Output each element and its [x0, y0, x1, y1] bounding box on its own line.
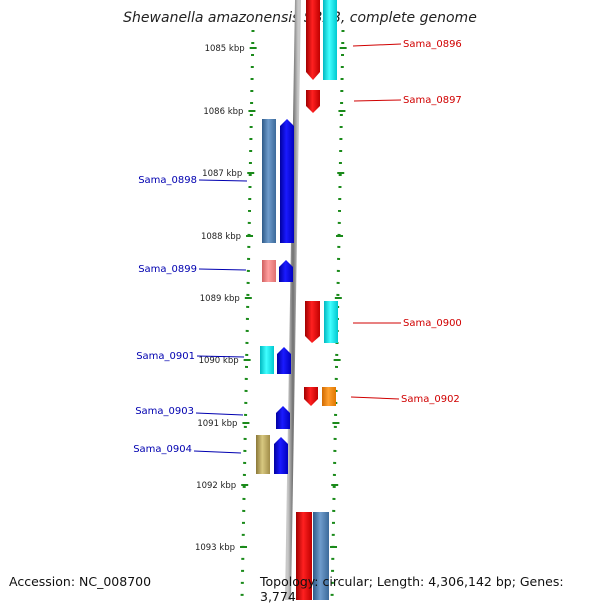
ruler-label: 1093 kbp: [195, 543, 235, 553]
feature-Sama_0899[interactable]: [262, 260, 293, 282]
feature-Sama_0903[interactable]: [276, 406, 290, 429]
feature-Sama_0901[interactable]: [260, 346, 291, 374]
ruler-label: 1089 kbp: [200, 294, 240, 304]
gene-label[interactable]: Sama_0896: [403, 39, 462, 50]
feature-Sama_0897[interactable]: [306, 90, 320, 113]
feature-Sama_0898[interactable]: [262, 119, 294, 243]
gene-label[interactable]: Sama_0900: [403, 318, 462, 329]
ruler-label: 1086 kbp: [203, 107, 243, 117]
feature-Sama_0896[interactable]: [306, 0, 337, 80]
gene-labels-right: Sama_0896 Sama_0897 Sama_0900 Sama_0902: [401, 39, 462, 405]
ruler: 1085 kbp 1086 kbp 1087 kbp 1088 kbp 1089 kbp…: [195, 44, 347, 553]
gene-label[interactable]: Sama_0903: [135, 406, 194, 417]
accession-text: Accession: NC_008700: [9, 574, 152, 589]
ruler-label: 1087 kbp: [202, 169, 242, 179]
genome-backbone: [285, 0, 301, 600]
gene-label[interactable]: Sama_0897: [403, 95, 462, 106]
gene-label[interactable]: Sama_0904: [133, 444, 192, 455]
gene-label[interactable]: Sama_0902: [401, 394, 460, 405]
ruler-label: 1092 kbp: [196, 481, 236, 491]
ruler-label: 1085 kbp: [205, 44, 245, 54]
label-leaders: [193, 43, 402, 454]
feature-Sama_0900[interactable]: [305, 301, 338, 343]
ruler-label: 1090 kbp: [199, 356, 239, 366]
ruler-dotted-left: [240, 29, 255, 600]
gene-label[interactable]: Sama_0899: [138, 264, 197, 275]
ruler-label: 1088 kbp: [201, 232, 241, 242]
feature-bottom-right[interactable]: [296, 512, 329, 600]
gene-label[interactable]: Sama_0901: [136, 351, 195, 362]
feature-Sama_0902[interactable]: [304, 387, 336, 406]
ruler-label: 1091 kbp: [197, 419, 237, 429]
feature-Sama_0904[interactable]: [256, 435, 288, 474]
gene-label[interactable]: Sama_0898: [138, 175, 197, 186]
gene-labels-left: Sama_0898 Sama_0899 Sama_0901 Sama_0903 …: [133, 175, 197, 455]
